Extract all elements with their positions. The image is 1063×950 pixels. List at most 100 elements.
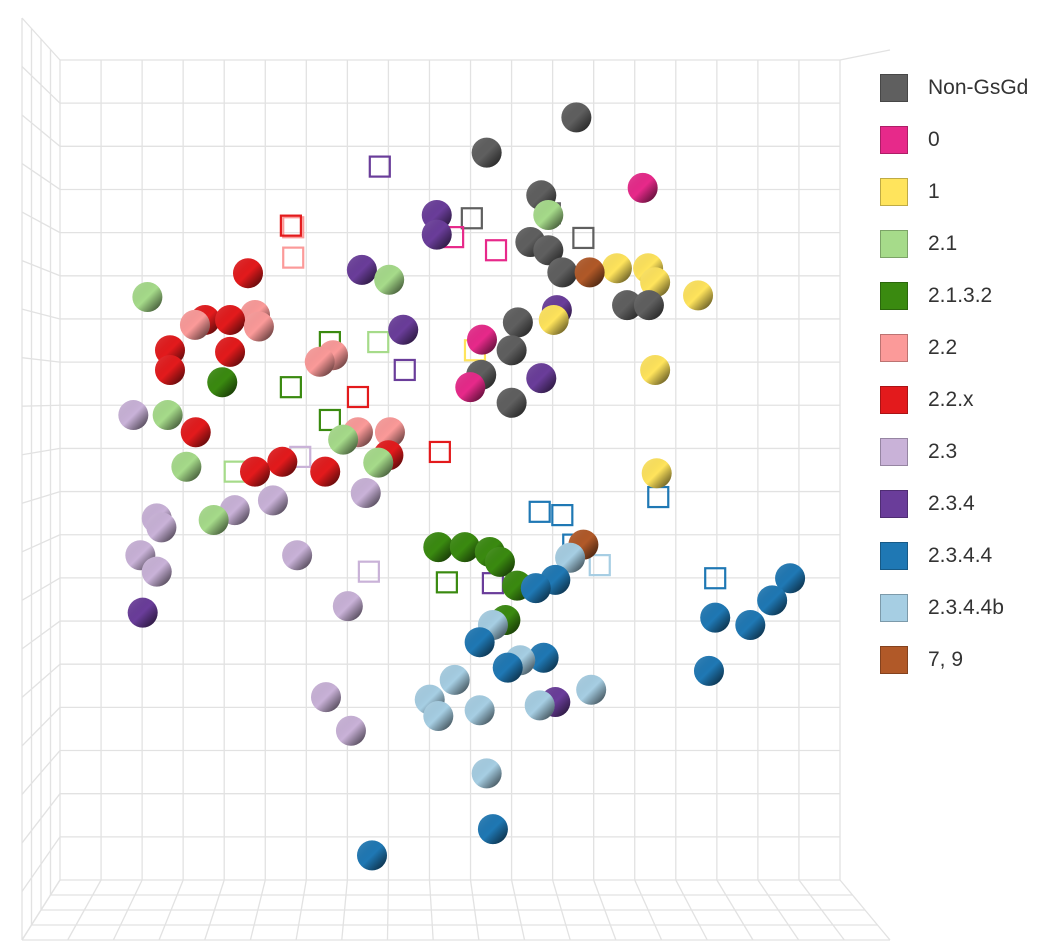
square-point-2-2-x bbox=[279, 214, 302, 237]
sphere-point-2-1 bbox=[533, 199, 564, 230]
sphere-point-7-9 bbox=[574, 257, 605, 288]
sphere-point-2-3 bbox=[310, 682, 341, 713]
legend-item[interactable]: 2.1.3.2 bbox=[880, 270, 1028, 322]
sphere-point-2-2 bbox=[374, 417, 405, 448]
sphere-point-2-1-3-2 bbox=[484, 546, 515, 577]
square-point-2-3-4 bbox=[368, 155, 391, 178]
sphere-point-Non-GsGd bbox=[502, 307, 533, 338]
square-point-2-3-4-4b bbox=[588, 554, 611, 577]
legend-item[interactable]: 1 bbox=[880, 166, 1028, 218]
sphere-point-2-2 bbox=[179, 309, 210, 340]
sphere-point-2-3-4 bbox=[127, 597, 158, 628]
sphere-point-2-3-4 bbox=[346, 254, 377, 285]
legend-label: 2.3.4.4 bbox=[928, 544, 993, 567]
sphere-point-Non-GsGd bbox=[612, 290, 643, 321]
sphere-point-2-3 bbox=[282, 540, 313, 571]
legend-swatch bbox=[880, 542, 908, 570]
sphere-point-2-1 bbox=[198, 505, 229, 536]
sphere-point-2-3-4-4 bbox=[492, 652, 523, 683]
sphere-point-2-3-4-4b bbox=[423, 701, 454, 731]
legend-label: 2.3 bbox=[928, 440, 958, 463]
legend-swatch bbox=[880, 74, 908, 102]
legend-label: 2.1 bbox=[928, 232, 958, 255]
sphere-point-2-2-x bbox=[232, 258, 263, 289]
legend-swatch bbox=[880, 386, 908, 414]
sphere-point-2-3 bbox=[350, 477, 381, 508]
legend-item[interactable]: 7, 9 bbox=[880, 634, 1028, 686]
sphere-point-2-3-4-4b bbox=[555, 542, 586, 573]
sphere-point-2-3-4-4 bbox=[357, 840, 387, 871]
sphere-point-2-3-4-4 bbox=[693, 655, 724, 686]
legend-item[interactable]: 2.3 bbox=[880, 426, 1028, 478]
sphere-point-2-2-x bbox=[180, 417, 211, 448]
square-point-2-3-4 bbox=[393, 358, 416, 382]
box-edge bbox=[839, 49, 891, 61]
sphere-point-Non-GsGd bbox=[471, 137, 502, 168]
legend-swatch bbox=[880, 126, 908, 154]
sphere-point-1 bbox=[538, 304, 569, 335]
legend-label: Non-GsGd bbox=[928, 76, 1029, 99]
sphere-point-2-3 bbox=[335, 715, 366, 746]
legend-label: 1 bbox=[928, 180, 940, 203]
legend-label: 2.2 bbox=[928, 336, 958, 359]
legend-swatch bbox=[880, 646, 908, 674]
sphere-point-2-3 bbox=[118, 400, 149, 431]
sphere-point-2-3 bbox=[257, 485, 288, 516]
legend: Non-GsGd 0 1 2.1 2.1.3.2 2.2 2.2.x 2.3 2.3.4 2.3.… bbox=[880, 62, 1028, 686]
sphere-point-2-3-4-4 bbox=[528, 642, 559, 673]
sphere-point-2-3-4-4 bbox=[775, 563, 806, 594]
legend-item[interactable]: Non-GsGd bbox=[880, 62, 1028, 114]
sphere-point-0 bbox=[627, 172, 658, 203]
square-point-Non-GsGd bbox=[572, 226, 595, 250]
sphere-point-Non-GsGd bbox=[547, 257, 578, 288]
sphere-point-2-3-4-4 bbox=[757, 585, 788, 616]
sphere-point-2-3 bbox=[146, 512, 177, 543]
legend-item[interactable]: 2.2.x bbox=[880, 374, 1028, 426]
legend-item[interactable]: 0 bbox=[880, 114, 1028, 166]
square-point-2-3-4-4 bbox=[704, 567, 727, 590]
square-point-2-1-3-2 bbox=[318, 408, 341, 432]
sphere-point-2-2-x bbox=[240, 456, 270, 487]
legend-label: 2.2.x bbox=[928, 388, 974, 411]
sphere-point-0 bbox=[466, 324, 497, 355]
sphere-point-2-3-4-4 bbox=[477, 814, 508, 845]
legend-swatch bbox=[880, 178, 908, 206]
sphere-point-1 bbox=[640, 267, 671, 298]
sphere-point-2-3-4-4b bbox=[576, 674, 607, 705]
sphere-point-2-3-4-4b bbox=[439, 664, 470, 695]
legend-swatch bbox=[880, 230, 908, 258]
square-point-2-2 bbox=[282, 246, 305, 269]
legend-item[interactable]: 2.3.4.4b bbox=[880, 582, 1028, 634]
legend-label: 2.3.4 bbox=[928, 492, 975, 515]
legend-swatch bbox=[880, 334, 908, 362]
square-point-2-1-3-2 bbox=[279, 376, 302, 399]
square-point-2-2-x bbox=[428, 440, 451, 464]
sphere-point-Non-GsGd bbox=[561, 102, 592, 133]
sphere-point-2-3-4-4 bbox=[700, 602, 731, 633]
sphere-point-2-2 bbox=[304, 346, 335, 377]
legend-label: 2.1.3.2 bbox=[928, 284, 993, 307]
sphere-point-2-3-4-4b bbox=[464, 695, 495, 726]
square-point-2-3-4-4 bbox=[647, 485, 670, 509]
legend-item[interactable]: 2.2 bbox=[880, 322, 1028, 374]
data-points bbox=[118, 102, 806, 871]
sphere-point-1 bbox=[641, 458, 672, 489]
legend-label: 0 bbox=[928, 128, 940, 151]
sphere-point-2-2-x bbox=[215, 336, 246, 367]
sphere-point-2-3-4 bbox=[421, 219, 452, 250]
sphere-point-1 bbox=[601, 253, 632, 284]
sphere-point-2-3-4 bbox=[388, 314, 419, 345]
sphere-point-0 bbox=[455, 372, 486, 403]
sphere-point-1 bbox=[683, 280, 714, 311]
legend-item[interactable]: 2.3.4.4 bbox=[880, 530, 1028, 582]
sphere-point-Non-GsGd bbox=[533, 235, 564, 266]
sphere-point-2-1-3-2 bbox=[423, 532, 454, 563]
sphere-point-Non-GsGd bbox=[633, 290, 664, 321]
grid bbox=[21, 17, 891, 941]
sphere-point-2-3-4-4b bbox=[524, 690, 555, 721]
sphere-point-2-1 bbox=[152, 400, 183, 431]
legend-item[interactable]: 2.1 bbox=[880, 218, 1028, 270]
legend-item[interactable]: 2.3.4 bbox=[880, 478, 1028, 530]
sphere-point-Non-GsGd bbox=[496, 387, 527, 418]
